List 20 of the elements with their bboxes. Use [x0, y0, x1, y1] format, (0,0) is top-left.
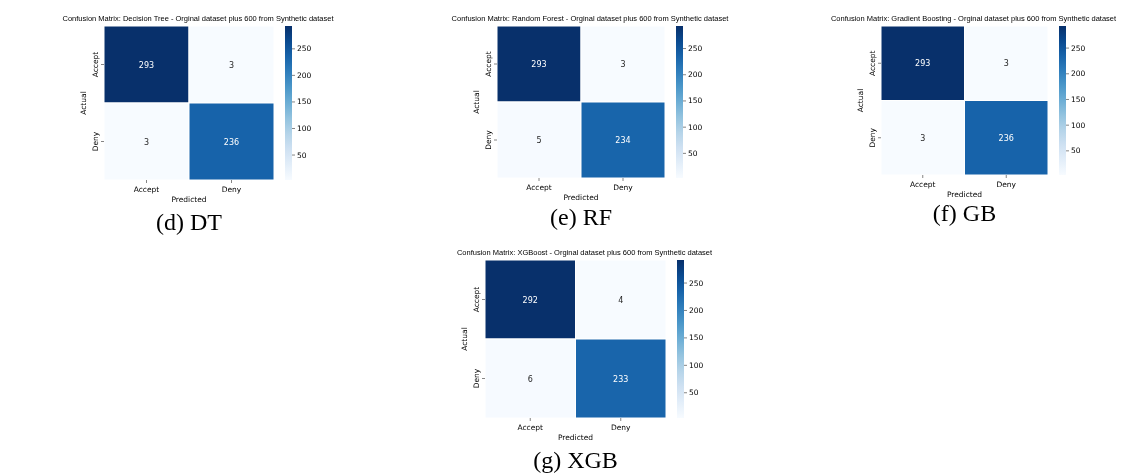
data-label: 6 [527, 374, 533, 384]
data-label: 4 [618, 295, 624, 305]
data-label: 3 [1003, 59, 1009, 69]
data-label: 236 [223, 137, 240, 147]
data-label: 293 [531, 60, 547, 69]
data-label: 3 [920, 133, 926, 143]
data-label: 3 [228, 60, 235, 70]
data-label: 293 [915, 59, 931, 69]
data-label: 236 [998, 133, 1014, 143]
text: (f) GB [932, 200, 997, 226]
data-label: 292 [522, 295, 538, 305]
text: (e) RF [550, 204, 612, 230]
data-label: 293 [138, 60, 155, 70]
text: (d) DT [156, 209, 223, 235]
data-label: 5 [536, 136, 542, 145]
data-label: 233 [613, 374, 629, 384]
text: (g) XGB [533, 447, 618, 473]
data-label: 3 [620, 60, 626, 69]
data-label: 234 [615, 136, 631, 145]
data-label: 3 [143, 137, 150, 147]
